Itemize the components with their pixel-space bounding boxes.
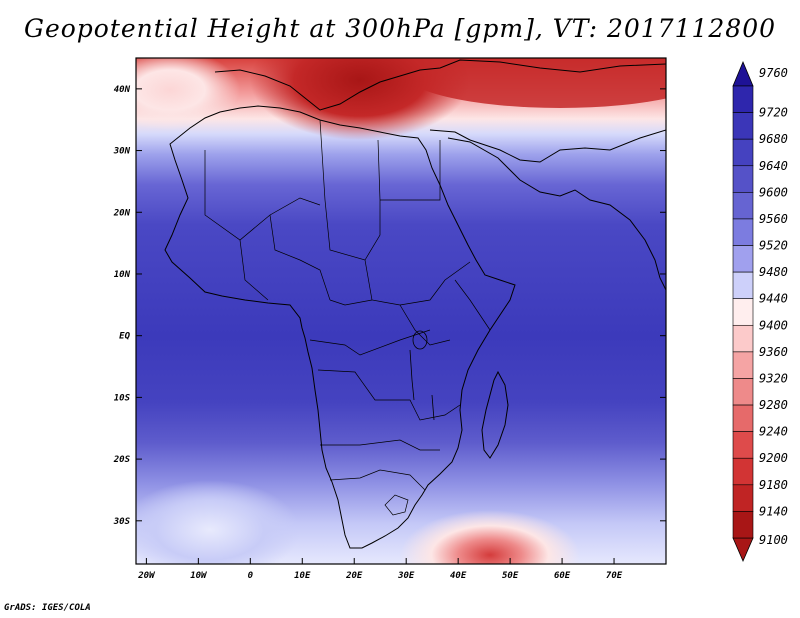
lat-tick-label: 10N	[114, 270, 131, 280]
lat-tick-label: 20N	[113, 208, 131, 218]
lon-tick-label: 50E	[502, 571, 519, 581]
colorbar-label: 9760	[759, 66, 788, 80]
colorbar-swatch	[732, 271, 754, 300]
colorbar-swatch	[732, 511, 754, 539]
lat-tick-label: 40N	[114, 85, 131, 95]
colorbar-swatch	[732, 298, 754, 326]
latitude-axis: 40N 30N 20N 10N EQ 10S 20S 30S	[113, 85, 666, 527]
colorbar-swatch	[732, 112, 754, 140]
colorbar-swatch	[732, 351, 754, 379]
lon-tick-label: 0	[248, 571, 254, 581]
lat-tick-label: EQ	[119, 332, 130, 342]
colorbar-swatch	[732, 404, 754, 432]
colorbar-label: 9320	[759, 371, 788, 385]
colorbar-label: 9560	[759, 212, 788, 226]
colorbar-label: 9600	[759, 185, 788, 199]
colorbar-label: 9480	[759, 265, 788, 279]
colorbar-label: 9200	[759, 451, 788, 465]
colorbar-swatch	[732, 218, 754, 246]
colorbar-swatch	[732, 484, 754, 512]
colorbar-label: 9140	[759, 504, 788, 518]
map-frame	[135, 57, 667, 565]
colorbar-label: 9240	[759, 425, 788, 439]
colorbar-swatch	[732, 378, 754, 406]
country-borders	[204, 119, 491, 516]
colorbar: 9760 9720 9680 9640 9600 9560 9520 9480 9440 9400…	[732, 60, 788, 563]
footer-credit: GrADS: IGES/COLA	[4, 603, 91, 613]
lon-tick-label: 10E	[294, 571, 311, 581]
lon-tick-label: 20E	[345, 571, 363, 581]
colorbar-swatch	[732, 138, 754, 167]
colorbar-label: 9180	[759, 478, 788, 492]
colorbar-label: 9360	[759, 345, 788, 359]
colorbar-top-arrow	[732, 60, 754, 87]
colorbar-label: 9680	[759, 132, 788, 146]
colorbar-swatch	[732, 192, 754, 220]
colorbar-label: 9100	[759, 533, 788, 547]
colorbar-label: 9440	[759, 292, 788, 306]
lat-tick-label: 20S	[113, 455, 131, 465]
lat-tick-label: 30N	[113, 147, 131, 157]
colorbar-swatch	[732, 165, 754, 193]
colorbar-label: 9280	[759, 398, 788, 412]
lon-tick-label: 10W	[190, 571, 208, 581]
lon-tick-label: 20W	[137, 571, 156, 581]
lat-tick-label: 30S	[113, 517, 131, 527]
colorbar-bottom-arrow	[732, 537, 754, 563]
lat-tick-label: 10S	[114, 393, 131, 403]
longitude-axis: 20W 10W 0 10E 20E 30E 40E 50E 60E 70E	[137, 558, 623, 581]
colorbar-swatch	[732, 457, 754, 486]
colorbar-swatch	[732, 85, 754, 113]
lon-tick-label: 70E	[606, 571, 623, 581]
chart-title: Geopotential Height at 300hPa [gpm], VT:…	[23, 14, 777, 43]
lon-tick-label: 40E	[450, 571, 467, 581]
lon-tick-label: 30E	[397, 571, 415, 581]
colorbar-swatch	[732, 324, 754, 353]
colorbar-swatch	[732, 431, 754, 459]
colorbar-swatch	[732, 245, 754, 273]
lon-tick-label: 60E	[554, 571, 571, 581]
colorbar-label: 9720	[759, 106, 788, 120]
colorbar-label: 9520	[759, 239, 788, 253]
colorbar-label: 9640	[759, 159, 788, 173]
lakes	[409, 330, 435, 421]
colorbar-label: 9400	[759, 318, 788, 332]
height-field	[136, 58, 666, 564]
